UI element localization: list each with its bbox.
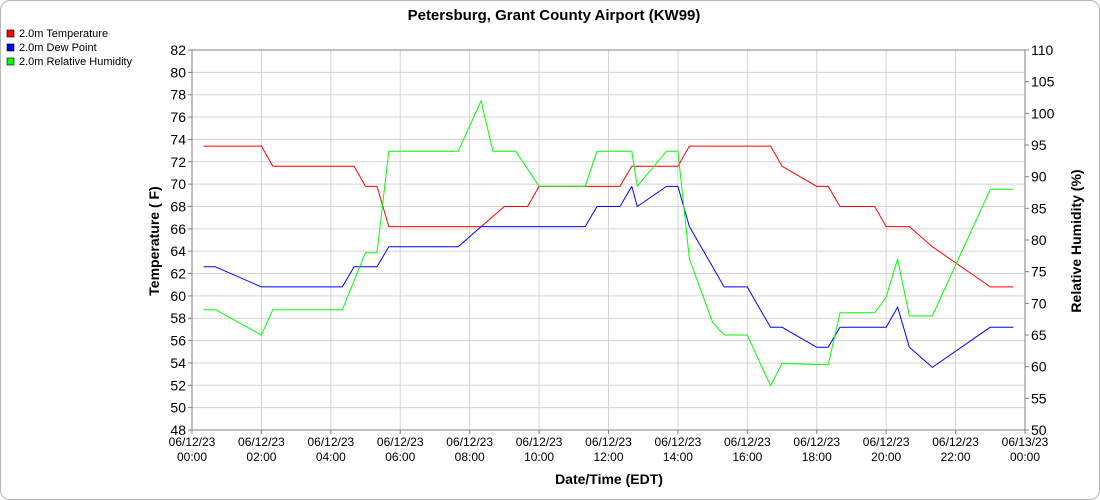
x-tick-label-time: 16:00: [732, 450, 762, 464]
legend: 2.0m Temperature 2.0m Dew Point 2.0m Rel…: [6, 28, 133, 68]
legend-label-temperature: 2.0m Temperature: [19, 28, 108, 40]
y-tick-label: 70: [170, 176, 186, 192]
x-tick-label-date: 06/12/23: [377, 435, 424, 449]
grid: [191, 49, 1026, 431]
y2-tick-label: 90: [1031, 169, 1047, 185]
x-tick-label-date: 06/12/23: [585, 435, 632, 449]
y-tick-label: 66: [170, 221, 186, 237]
y2-tick-label: 80: [1031, 232, 1047, 248]
y-tick-label: 56: [170, 333, 186, 349]
x-axis-title: Date/Time (EDT): [555, 471, 663, 487]
y-tick-label: 50: [170, 400, 186, 416]
y2-tick-label: 55: [1031, 390, 1047, 406]
y2-tick-label: 105: [1031, 74, 1055, 90]
x-tick-label-date: 06/12/23: [446, 435, 493, 449]
x-tick-label-time: 20:00: [871, 450, 901, 464]
y-tick-label: 72: [170, 154, 186, 170]
y2-tick-label: 60: [1031, 359, 1047, 375]
legend-label-relative-humidity: 2.0m Relative Humidity: [19, 56, 133, 68]
x-tick-label-date: 06/12/23: [655, 435, 702, 449]
x-tick-label-date: 06/12/23: [724, 435, 771, 449]
y2-tick-label: 75: [1031, 264, 1047, 280]
legend-swatch-dew-point: [6, 43, 15, 52]
y2-tick-label: 85: [1031, 200, 1047, 216]
y2-tick-label: 50: [1031, 422, 1047, 438]
y2-tick-label: 65: [1031, 327, 1047, 343]
y-tick-label: 68: [170, 198, 186, 214]
x-tick-label-time: 00:00: [1010, 450, 1040, 464]
y-tick-label: 62: [170, 266, 186, 282]
y-tick-label: 52: [170, 377, 186, 393]
x-tick-label-date: 06/12/23: [169, 435, 216, 449]
y-tick-label: 64: [170, 243, 186, 259]
y-tick-label: 82: [170, 42, 186, 58]
y-axis-title: Temperature ( F): [146, 186, 162, 295]
y-tick-label: 54: [170, 355, 186, 371]
x-tick-label-time: 06:00: [385, 450, 415, 464]
y2-tick-label: 70: [1031, 295, 1047, 311]
legend-swatch-temperature: [6, 29, 15, 38]
x-tick-label-date: 06/12/23: [793, 435, 840, 449]
x-tick-label-time: 22:00: [941, 450, 971, 464]
x-tick-label-date: 06/12/23: [307, 435, 354, 449]
y-tick-label: 80: [170, 64, 186, 80]
y2-tick-label: 95: [1031, 137, 1047, 153]
x-tick-label-time: 08:00: [455, 450, 485, 464]
series-lines: [203, 100, 1014, 387]
y-axis-right: 50 55 60 65 70 75 80 85 90 95 100 105 110: [1025, 42, 1055, 438]
legend-label-dew-point: 2.0m Dew Point: [19, 42, 97, 54]
x-tick-label-time: 04:00: [316, 450, 346, 464]
y-tick-label: 78: [170, 87, 186, 103]
y2-tick-label: 100: [1031, 105, 1055, 121]
x-tick-label-date: 06/13/23: [1002, 435, 1049, 449]
chart-title: Petersburg, Grant County Airport (KW99): [408, 7, 701, 24]
series-relative-humidity-line: [203, 100, 1014, 387]
y2-tick-label: 110: [1031, 42, 1054, 58]
y2-axis-title: Relative Humidity (%): [1068, 169, 1084, 312]
legend-swatch-relative-humidity: [6, 57, 15, 66]
x-tick-label-time: 18:00: [802, 450, 832, 464]
y-axis-left: 48 50 52 54 56 58 60 62 64 66 68 70 72 74 76 78 80 82: [170, 42, 192, 438]
y-tick-label: 76: [170, 109, 186, 125]
x-tick-label-time: 14:00: [663, 450, 693, 464]
y-tick-label: 60: [170, 288, 186, 304]
x-tick-label-time: 12:00: [593, 450, 623, 464]
x-axis: 06/12/2300:0006/12/2302:0006/12/2304:000…: [169, 430, 1049, 464]
x-tick-label-date: 06/12/23: [238, 435, 285, 449]
x-tick-label-date: 06/12/23: [863, 435, 910, 449]
y-tick-label: 58: [170, 310, 186, 326]
x-tick-label-date: 06/12/23: [516, 435, 563, 449]
x-tick-label-time: 02:00: [246, 450, 276, 464]
y-tick-label: 48: [170, 422, 186, 438]
series-temperature-line: [203, 145, 1014, 288]
x-tick-label-time: 00:00: [177, 450, 207, 464]
x-tick-label-time: 10:00: [524, 450, 554, 464]
y-tick-label: 74: [170, 131, 186, 147]
x-tick-label-date: 06/12/23: [932, 435, 979, 449]
